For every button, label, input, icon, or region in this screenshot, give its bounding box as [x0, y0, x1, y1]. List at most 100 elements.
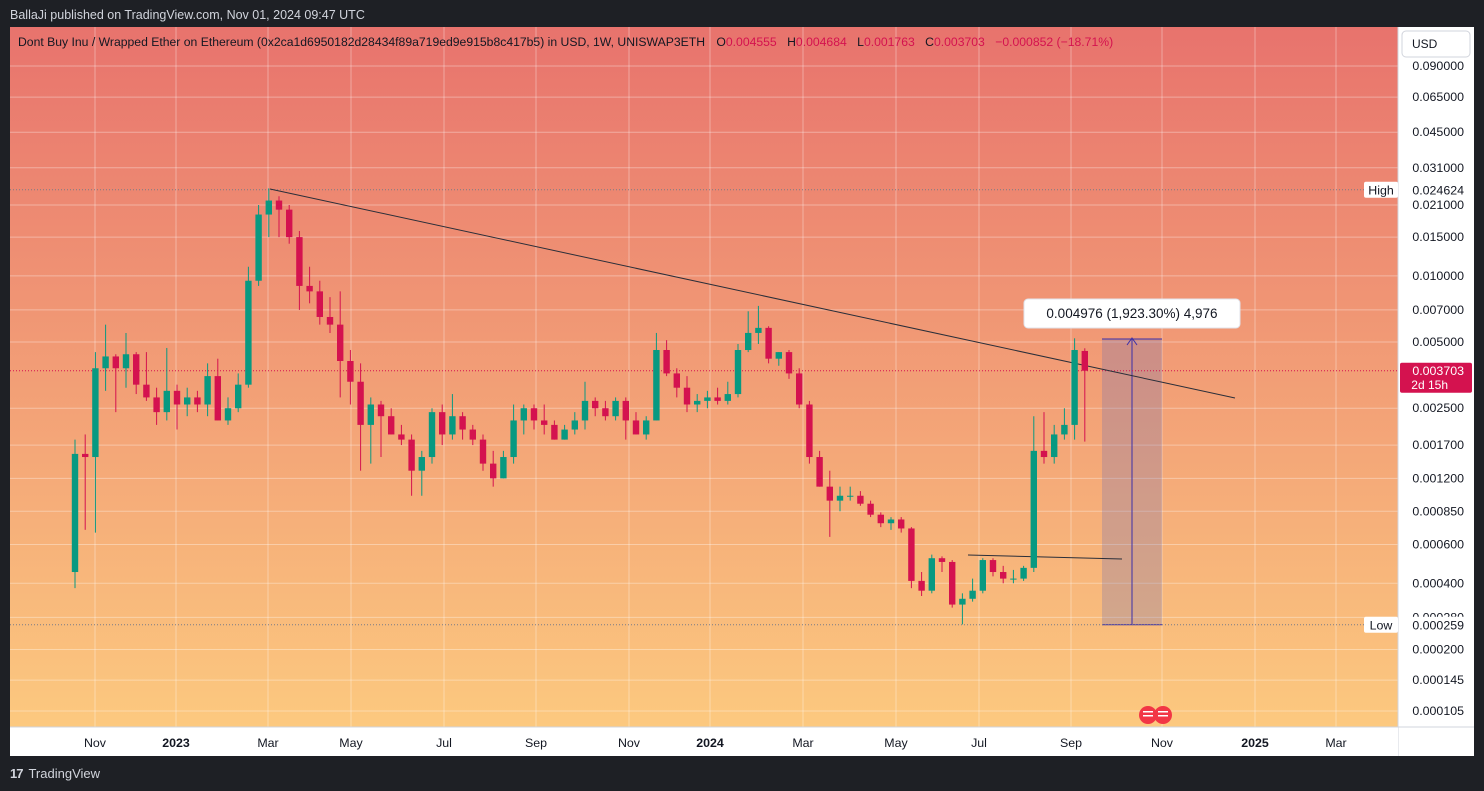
price-chart[interactable]: 0.090000 0.065000 0.045000 0.031000 0.021000… — [10, 27, 1474, 756]
candle[interactable] — [133, 352, 140, 395]
candle[interactable] — [143, 352, 150, 401]
candle[interactable] — [653, 332, 660, 421]
candle[interactable] — [1061, 408, 1068, 440]
candle[interactable] — [153, 387, 160, 425]
candle[interactable] — [337, 291, 344, 398]
candle[interactable] — [989, 558, 997, 577]
candle[interactable] — [898, 517, 905, 533]
candle[interactable] — [286, 204, 293, 244]
candle[interactable] — [561, 424, 568, 440]
time-axis-bg[interactable] — [10, 727, 1398, 756]
candle[interactable] — [112, 354, 119, 413]
candle[interactable] — [377, 400, 385, 458]
candle[interactable] — [255, 204, 262, 286]
candle[interactable] — [347, 350, 354, 405]
candle[interactable] — [602, 400, 609, 421]
candle[interactable] — [275, 196, 283, 238]
candle[interactable] — [122, 332, 130, 388]
candlestick-series[interactable] — [71, 188, 1088, 625]
candle[interactable] — [836, 486, 844, 512]
candle[interactable] — [816, 450, 823, 487]
candle[interactable] — [265, 188, 272, 238]
candle[interactable] — [541, 404, 548, 435]
candle[interactable] — [745, 311, 752, 353]
candle[interactable] — [245, 266, 252, 388]
candle[interactable] — [785, 350, 793, 379]
candle[interactable] — [500, 450, 507, 479]
candle[interactable] — [1051, 424, 1058, 464]
candle[interactable] — [316, 280, 323, 325]
candle[interactable] — [643, 416, 650, 440]
candle[interactable] — [102, 324, 109, 391]
candle[interactable] — [510, 404, 517, 464]
candle[interactable] — [1030, 416, 1037, 573]
candle[interactable] — [92, 352, 99, 533]
candle[interactable] — [1000, 565, 1007, 584]
trendline-neckline[interactable] — [967, 554, 1123, 560]
candle[interactable] — [235, 373, 242, 413]
tradingview-logo[interactable]: 17 TradingView — [10, 766, 100, 781]
candle[interactable] — [439, 404, 446, 446]
candle[interactable] — [979, 558, 986, 594]
candle[interactable] — [306, 266, 313, 304]
candle[interactable] — [908, 527, 915, 589]
candle[interactable] — [530, 404, 538, 430]
candle[interactable] — [296, 230, 303, 310]
candle[interactable] — [469, 424, 476, 446]
candle[interactable] — [581, 381, 589, 430]
candle[interactable] — [367, 397, 374, 464]
candle[interactable] — [1020, 565, 1027, 581]
candle[interactable] — [826, 470, 833, 537]
candle[interactable] — [82, 434, 89, 530]
candle[interactable] — [938, 556, 946, 573]
currency-button[interactable]: USD — [1401, 30, 1471, 58]
candle[interactable] — [194, 390, 201, 413]
candle[interactable] — [704, 390, 711, 409]
flag-icon[interactable] — [1139, 706, 1172, 724]
candle[interactable] — [163, 347, 170, 421]
chart-panel[interactable]: 0.090000 0.065000 0.045000 0.031000 0.021000… — [10, 27, 1474, 756]
candle[interactable] — [694, 394, 701, 413]
candle[interactable] — [357, 363, 364, 471]
candle[interactable] — [204, 363, 211, 417]
candle[interactable] — [796, 368, 803, 409]
candle[interactable] — [490, 450, 497, 487]
candle[interactable] — [969, 578, 976, 602]
candle[interactable] — [612, 397, 619, 421]
measure-tool[interactable]: 0.004976 (1,923.30%) 4,976 — [1023, 298, 1241, 626]
candle[interactable] — [1081, 348, 1088, 442]
candle[interactable] — [408, 434, 415, 496]
candle[interactable] — [632, 412, 640, 435]
candle[interactable] — [551, 420, 558, 440]
candle[interactable] — [418, 450, 425, 496]
candle[interactable] — [622, 397, 629, 440]
candle[interactable] — [949, 560, 956, 608]
candle[interactable] — [775, 352, 782, 366]
candle[interactable] — [867, 500, 874, 518]
candle[interactable] — [224, 397, 232, 425]
candle[interactable] — [479, 434, 487, 471]
candle[interactable] — [520, 404, 527, 435]
candle[interactable] — [887, 517, 895, 530]
candle[interactable] — [765, 326, 772, 364]
candle[interactable] — [724, 381, 731, 405]
candle[interactable] — [214, 358, 221, 421]
candle[interactable] — [326, 297, 334, 333]
candle[interactable] — [398, 424, 405, 446]
candle[interactable] — [1040, 412, 1048, 464]
candle[interactable] — [857, 491, 864, 506]
candle[interactable] — [683, 376, 691, 413]
candle[interactable] — [571, 412, 578, 435]
candle[interactable] — [592, 397, 599, 417]
candle[interactable] — [459, 412, 466, 440]
candle[interactable] — [734, 343, 742, 398]
candle[interactable] — [184, 387, 191, 417]
candle[interactable] — [755, 305, 762, 344]
candle[interactable] — [959, 593, 966, 625]
candle[interactable] — [663, 340, 670, 377]
candle[interactable] — [806, 400, 813, 464]
candle[interactable] — [173, 384, 181, 430]
candle[interactable] — [428, 408, 436, 464]
candle[interactable] — [71, 439, 79, 589]
candle[interactable] — [449, 394, 456, 440]
